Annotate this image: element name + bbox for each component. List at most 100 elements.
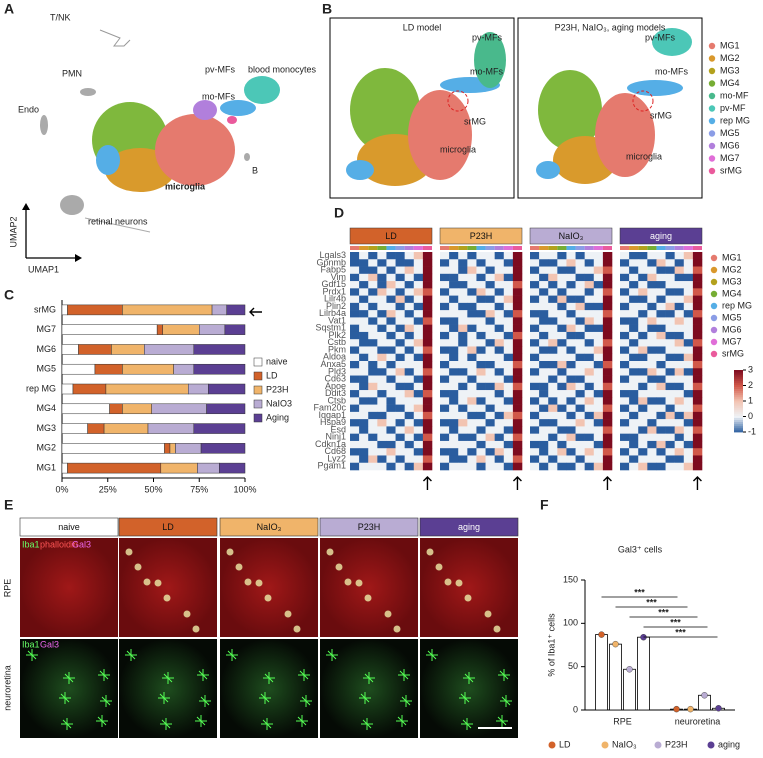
heat-cell — [368, 448, 378, 456]
heat-cell — [440, 368, 450, 376]
heat-cell — [629, 368, 639, 376]
cell — [359, 692, 371, 704]
heat-cell — [422, 397, 433, 405]
heat-cell — [386, 390, 396, 398]
heat-cell — [386, 353, 396, 362]
cell — [125, 649, 137, 661]
bar-segment — [61, 383, 74, 395]
heat-cell — [647, 259, 657, 267]
heat-cell — [404, 448, 415, 456]
heat-cell — [638, 404, 648, 413]
heat-cell — [386, 419, 396, 427]
heat-cell — [377, 397, 387, 405]
heat-cell — [665, 252, 675, 260]
heat-cell — [440, 462, 450, 471]
heat-cell — [584, 433, 595, 442]
heat-cell — [647, 252, 657, 260]
heat-cell — [512, 252, 523, 260]
heat-cell — [503, 288, 514, 296]
heat-cell — [647, 448, 657, 456]
heat-cell — [638, 353, 648, 362]
legend-label: MG5 — [720, 128, 740, 138]
heat-cell — [557, 317, 567, 325]
column-strip — [530, 246, 540, 250]
heat-cell — [467, 426, 477, 434]
heat-cell — [557, 361, 567, 369]
heat-cell — [404, 390, 415, 398]
heat-cell — [467, 419, 477, 427]
colorbar-step — [734, 372, 743, 375]
heat-cell — [512, 382, 523, 391]
column-header — [419, 517, 519, 537]
heat-cell — [665, 288, 675, 296]
heat-cell — [404, 339, 415, 347]
heat-cell — [620, 302, 630, 311]
heat-cell — [683, 346, 694, 355]
heat-cell — [467, 295, 477, 304]
heat-cell — [620, 317, 630, 325]
heat-cell — [575, 339, 585, 347]
heat-cell — [485, 426, 495, 434]
heat-cell — [539, 281, 549, 289]
heat-cell — [539, 368, 549, 376]
heat-cell — [566, 448, 576, 456]
heat-cell — [494, 448, 505, 456]
heat-cell — [503, 295, 514, 304]
heat-cell — [512, 390, 523, 398]
heat-cell — [665, 324, 675, 333]
legend-label: MG3 — [720, 65, 740, 75]
heat-cell — [647, 295, 657, 304]
heat-cell — [413, 266, 424, 275]
heat-cell — [485, 419, 495, 427]
heat-cell — [584, 440, 595, 449]
heat-cell — [647, 302, 657, 311]
heat-cell — [467, 382, 477, 391]
heat-cell — [449, 382, 459, 391]
heat-cell — [530, 273, 540, 282]
heat-cell — [683, 361, 694, 369]
cell — [435, 563, 443, 571]
heat-cell — [350, 440, 360, 449]
heat-cell — [377, 411, 387, 420]
cell — [355, 579, 363, 587]
heat-cell — [548, 440, 558, 449]
row-label: Pgam1 — [317, 461, 346, 471]
heat-cell — [557, 353, 567, 362]
heat-cell — [404, 310, 415, 318]
heat-cell — [575, 426, 585, 434]
colorbar-step — [734, 398, 743, 402]
cell — [426, 649, 438, 661]
heat-cell — [638, 382, 648, 391]
heat-cell — [350, 375, 360, 384]
heat-cell — [485, 310, 495, 318]
heat-cell — [503, 433, 514, 442]
heat-cell — [575, 324, 585, 333]
heat-cell — [494, 368, 505, 376]
heat-cell — [449, 302, 459, 311]
heat-cell — [539, 404, 549, 413]
heat-cell — [368, 411, 378, 420]
heat-cell — [629, 455, 639, 464]
heat-cell — [530, 302, 540, 311]
heat-cell — [395, 288, 405, 296]
heat-cell — [557, 295, 567, 304]
heat-cell — [638, 252, 648, 260]
heat-cell — [359, 433, 369, 442]
heat-cell — [413, 317, 424, 325]
heat-cell — [440, 433, 450, 442]
heat-cell — [683, 368, 694, 376]
heat-cell — [683, 353, 694, 362]
heat-cell — [503, 440, 514, 449]
heat-cell — [440, 361, 450, 369]
bar-segment — [94, 363, 123, 375]
heat-cell — [629, 361, 639, 369]
heat-cell — [395, 302, 405, 311]
heat-cell — [530, 295, 540, 304]
significance-label: *** — [670, 617, 681, 627]
heat-cell — [413, 252, 424, 260]
heat-cell — [494, 433, 505, 442]
heat-cell — [566, 259, 576, 267]
heat-cell — [647, 440, 657, 449]
heat-cell — [683, 462, 694, 471]
colorbar-step — [734, 407, 743, 410]
